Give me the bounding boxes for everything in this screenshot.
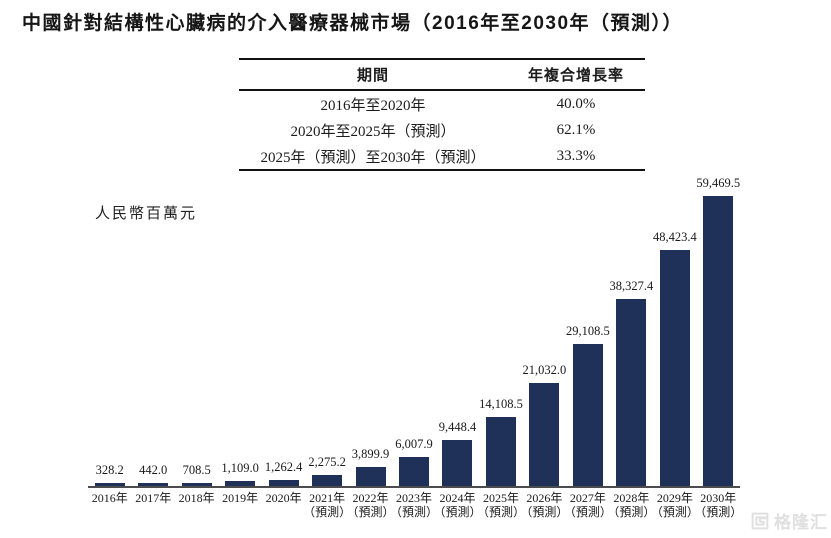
x-axis-label: 2022年 （預測） (346, 491, 395, 519)
bar (355, 467, 386, 486)
bar-value-label: 1,109.0 (221, 461, 259, 475)
chart-column: 442.0 2017年 (131, 196, 174, 505)
bar-value-label: 1,262.4 (264, 460, 303, 474)
table-header-cagr: 年複合增長率 (527, 67, 624, 84)
table-header-row: 期間 年複合增長率 (239, 60, 645, 91)
bar-value-label: 9,448.4 (438, 420, 477, 434)
page-title: 中國針對結構性心臟病的介入醫療器械市場（2016年至2030年（預測）） (22, 13, 684, 34)
chart-column: 1,262.4 2020年 (262, 196, 305, 505)
bar-value-label: 442.0 (139, 463, 168, 477)
gelonghui-logo-icon (751, 512, 769, 529)
chart-column: 6,007.9 2023年 （預測） (390, 196, 438, 518)
x-axis-label: 2021年 （預測） (303, 491, 352, 519)
bar-value-label: 328.2 (95, 463, 124, 477)
bar (529, 383, 560, 486)
bar (659, 250, 690, 486)
x-axis-label: 2024年 （預測） (433, 491, 482, 519)
chart-column: 14,108.5 2025年 （預測） (477, 196, 525, 518)
bar (94, 483, 125, 486)
cagr-cell: 40.0% (556, 95, 596, 112)
cagr-cell: 62.1% (556, 121, 596, 138)
table-row: 2020年至2025年（預測） 62.1% (239, 117, 645, 143)
chart-column: 2,275.2 2021年 （預測） (303, 196, 351, 518)
bar (225, 481, 256, 486)
bar-value-label: 59,469.5 (696, 176, 741, 190)
bar-value-label: 14,108.5 (479, 397, 523, 411)
period-cell: 2016年至2020年 (320, 97, 426, 114)
watermark: 格隆汇 (749, 508, 828, 533)
x-axis-label: 2020年 (265, 491, 302, 505)
bar (181, 483, 212, 486)
x-axis-label: 2019年 (222, 491, 259, 505)
cagr-cell: 33.3% (556, 147, 596, 164)
y-axis-unit-label: 人民幣百萬元 (95, 206, 198, 222)
x-axis-label: 2029年 （預測） (650, 491, 699, 519)
chart-column: 9,448.4 2024年 （預測） (433, 196, 481, 518)
bar-value-label: 3,899.9 (351, 447, 390, 461)
x-axis-label: 2018年 (178, 491, 215, 505)
bar-value-label: 38,327.4 (609, 279, 654, 293)
bar (616, 299, 647, 486)
x-axis-label: 2017年 (135, 491, 172, 505)
period-cell: 2020年至2025年（預測） (290, 123, 456, 140)
x-axis-label: 2025年 （預測） (476, 491, 525, 519)
bar (312, 475, 343, 486)
chart-column: 59,469.5 2030年 （預測） (694, 176, 742, 518)
bar-value-label: 6,007.9 (395, 437, 433, 451)
chart-column: 29,108.5 2027年 （預測） (564, 196, 612, 518)
bar (572, 344, 603, 486)
bar-value-label: 2,275.2 (308, 455, 346, 469)
x-axis-label: 2016年 (91, 491, 128, 505)
chart-column: 38,327.4 2028年 （預測） (607, 196, 655, 518)
x-axis-label: 2030年 （預測） (694, 491, 743, 519)
x-axis-label: 2026年 （預測） (520, 491, 569, 519)
chart-column: 328.2 2016年 (88, 196, 131, 505)
bar (703, 196, 734, 486)
table-header-period: 期間 (356, 67, 389, 84)
watermark-brand-text: 格隆汇 (774, 513, 828, 532)
bar-value-label: 21,032.0 (522, 363, 567, 377)
bar-chart: 328.2 2016年 442.0 2017年 708.5 2018年 1,109.0 201… (88, 176, 742, 518)
bar (138, 483, 169, 486)
period-cell: 2025年（預測）至2030年（預測） (260, 149, 486, 166)
cagr-table: 期間 年複合增長率 2016年至2020年 40.0% 2020年至2025年（… (239, 58, 645, 171)
chart-column: 3,899.9 2022年 （預測） (347, 196, 395, 518)
x-axis-label: 2027年 （預測） (563, 491, 612, 519)
table-row: 2025年（預測）至2030年（預測） 33.3% (239, 143, 645, 169)
x-axis-label: 2023年 （預測） (390, 491, 439, 519)
bar-value-label: 29,108.5 (566, 324, 610, 338)
chart-column: 48,423.4 2029年 （預測） (651, 196, 699, 518)
bar-value-label: 48,423.4 (652, 230, 697, 244)
bar (268, 480, 299, 486)
bar-value-label: 708.5 (182, 463, 211, 477)
x-axis-label: 2028年 （預測） (607, 491, 656, 519)
bar (485, 417, 516, 486)
chart-column: 1,109.0 2019年 (218, 196, 261, 505)
bar (442, 440, 473, 486)
chart-column: 21,032.0 2026年 （預測） (520, 196, 568, 518)
bar (399, 457, 430, 486)
table-row: 2016年至2020年 40.0% (239, 91, 645, 117)
chart-column: 708.5 2018年 (175, 196, 218, 505)
